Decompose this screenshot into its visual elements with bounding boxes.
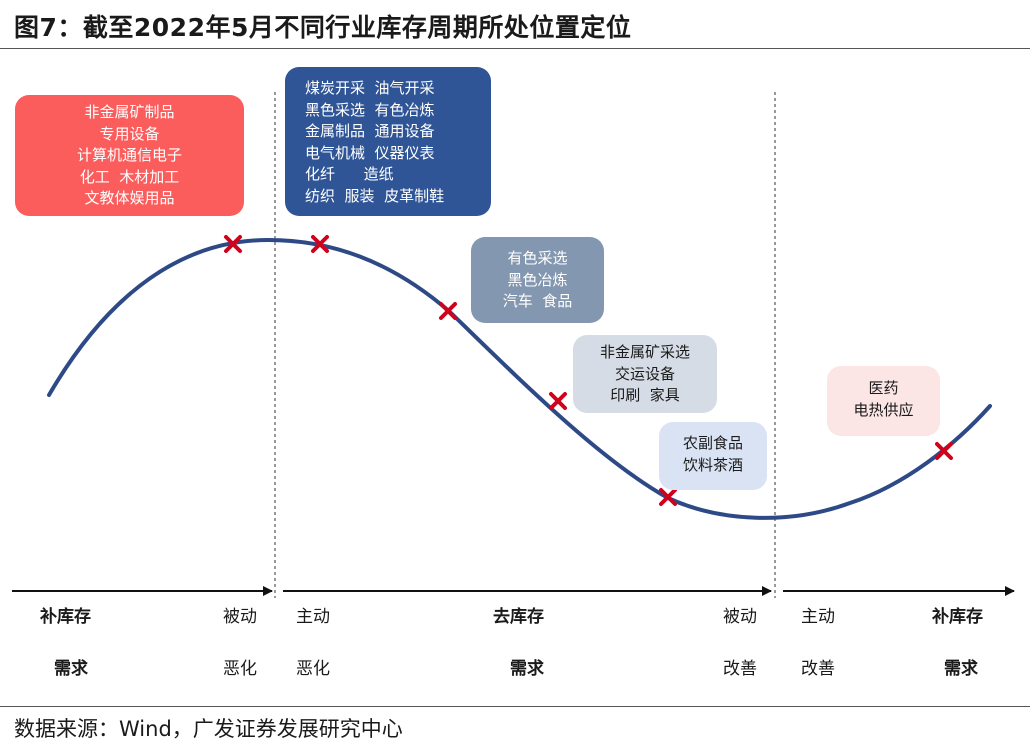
industry-box-red: 非金属矿制品 专用设备 计算机通信电子 化工 木材加工 文教体娱用品 [15,95,244,216]
figure-title: 图7：截至2022年5月不同行业库存周期所处位置定位 [14,13,632,42]
industry-box-pink: 医药 电热供应 [827,366,940,436]
phase2-end-bottom: 改善 [723,659,757,679]
inventory-cycle-diagram [12,92,1015,598]
phase2-start-bottom: 恶化 [296,659,330,679]
phase2-name-bottom: 需求 [510,659,544,679]
phase3-start-bottom: 改善 [801,659,835,679]
phase3-start-top: 主动 [801,607,835,627]
inventory-cycle-curve [47,237,992,520]
phase1-name-bottom: 需求 [54,659,88,679]
phase2-end-top: 被动 [723,607,757,627]
source-note: 数据来源：Wind，广发证券发展研究中心 [14,717,403,741]
industry-box-lightblue: 农副食品 饮料茶酒 [659,422,767,490]
phase2-name-top: 去库存 [493,607,544,627]
marker-lightgray-group [549,392,567,410]
industry-box-slate: 有色采选 黑色冶炼 汽车 食品 [471,237,604,323]
phase1-end-bottom: 恶化 [223,659,257,679]
marker-pink-group [935,442,953,460]
industry-box-lightgray: 非金属矿采选 交运设备 印刷 家具 [573,335,717,413]
industry-box-navy: 煤炭开采 油气开采 黑色采选 有色冶炼 金属制品 通用设备 电气机械 仪器仪表 … [285,67,491,216]
phase1-end-top: 被动 [223,607,257,627]
title-rule [0,48,1030,49]
source-rule [0,706,1030,707]
phase2-start-top: 主动 [296,607,330,627]
phase3-name-top: 补库存 [932,607,983,627]
marker-navy-group [311,235,329,253]
marker-lightblue-group [659,488,677,506]
phase3-name-bottom: 需求 [944,659,978,679]
marker-red-group [224,235,242,253]
marker-slate-group [439,302,457,320]
phase1-name-top: 补库存 [40,607,91,627]
